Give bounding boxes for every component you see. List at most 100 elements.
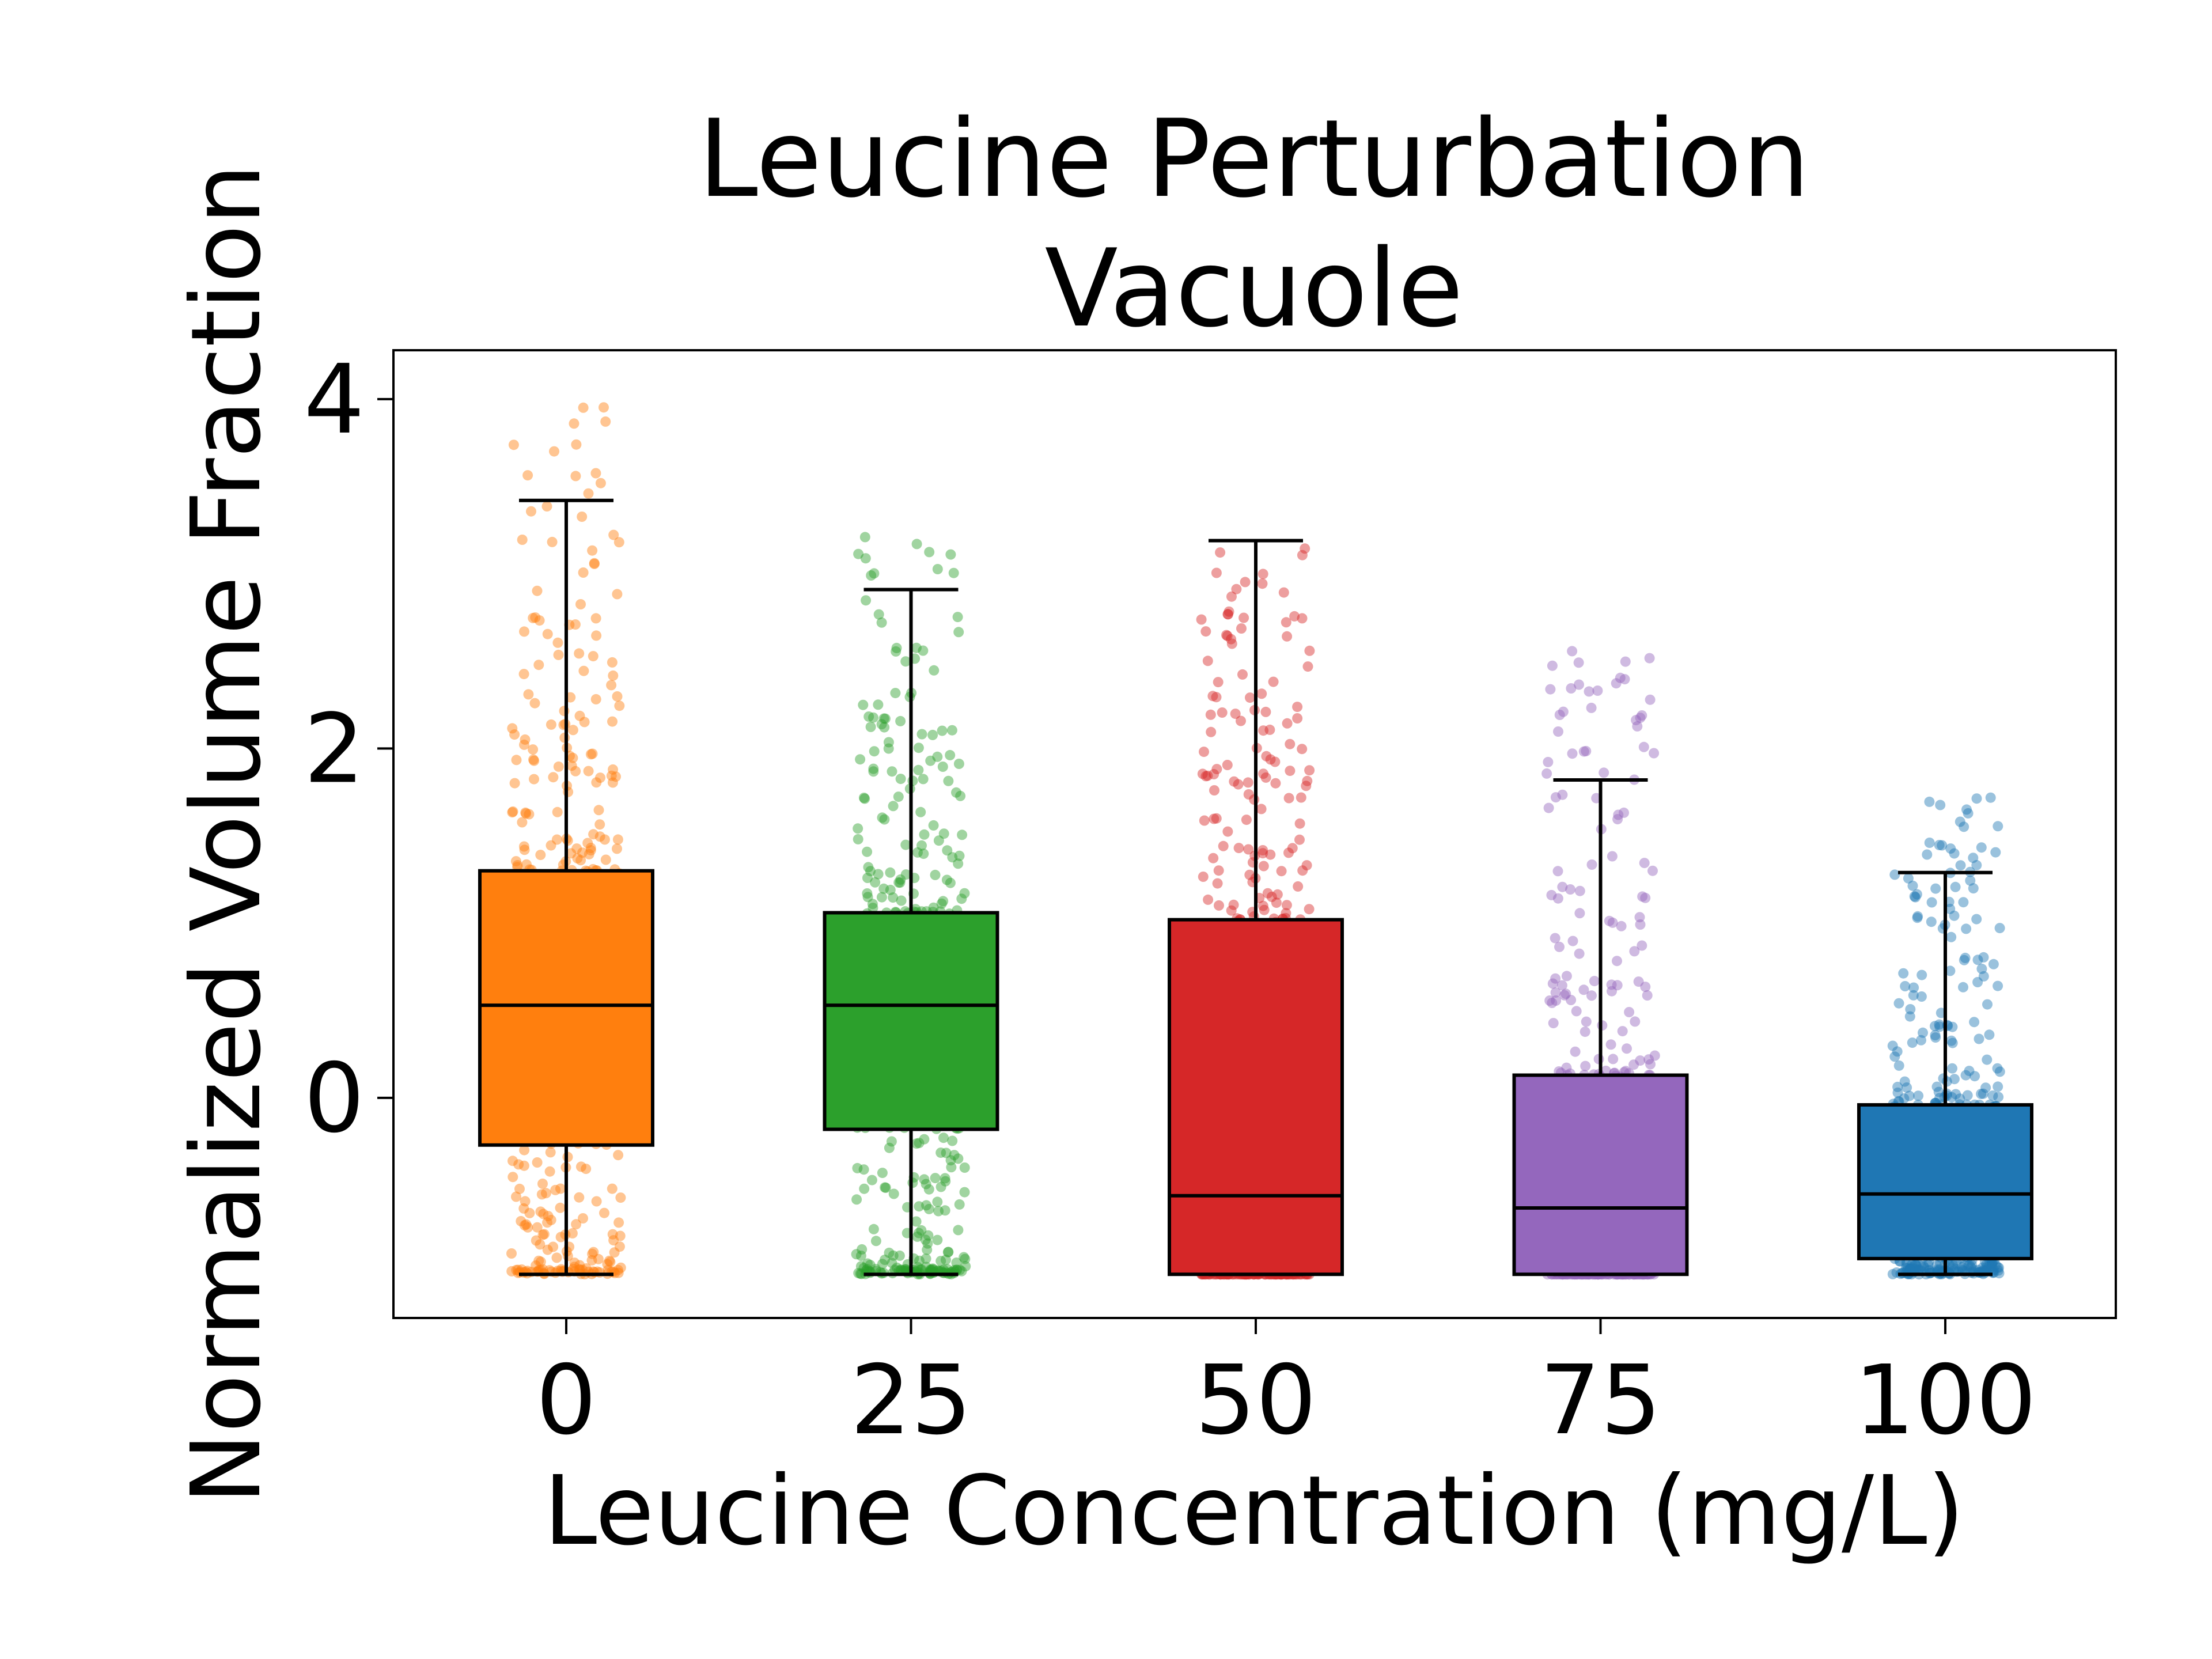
data-point [1969,1017,1980,1028]
data-point [543,1211,554,1222]
data-point [1629,946,1640,957]
data-point [877,1168,888,1179]
data-point [1218,840,1229,851]
data-point [953,1225,964,1236]
data-point [1287,843,1298,854]
data-point [600,854,611,865]
data-point [1887,1040,1898,1051]
data-point [1616,921,1627,931]
y-tick-label: 0 [304,1043,365,1154]
data-point [1982,999,1993,1010]
data-point [553,761,564,772]
data-point [859,1183,870,1194]
data-point [1285,766,1296,777]
data-point [1580,1027,1590,1037]
data-point [1934,1021,1945,1032]
data-point [611,771,621,782]
data-point [1560,988,1571,999]
data-point [1243,789,1254,800]
data-point [537,1229,548,1240]
data-point [1931,1260,1942,1271]
data-point [1605,1039,1616,1050]
data-point [1203,894,1214,905]
data-point [929,665,940,676]
data-point [911,1138,922,1149]
data-point [552,637,563,648]
data-point [1578,984,1589,995]
data-point [1261,751,1272,762]
data-point [861,595,872,606]
data-point [1556,980,1567,991]
data-point [1226,905,1237,916]
data-point [856,1268,867,1279]
data-point [955,790,966,801]
data-point [1283,847,1294,858]
data-point [957,830,968,840]
data-point [520,807,531,818]
data-point [1908,990,1919,1001]
data-point [1589,976,1600,987]
data-point [1978,971,1989,982]
data-point [880,1182,891,1193]
data-point [511,755,522,766]
data-point [1552,866,1563,877]
data-point [953,759,964,769]
data-point [1260,706,1271,717]
data-point [555,1232,566,1243]
data-point [509,729,520,740]
data-point [914,1255,925,1266]
data-point [1993,821,2003,832]
data-point [1914,1264,1925,1275]
data-point [890,688,901,699]
data-point [1639,858,1650,869]
data-point [912,1262,923,1272]
data-point [1910,1258,1921,1269]
data-point [570,766,581,777]
data-point [952,612,963,623]
data-point [938,896,949,907]
data-point [519,739,529,750]
data-point [866,570,877,581]
data-point [1900,1262,1911,1273]
data-point [1543,756,1554,767]
data-point [1558,706,1569,717]
data-point [1993,1092,2004,1103]
data-point [925,755,936,766]
data-point [862,888,873,899]
data-point [1637,940,1647,951]
data-point [942,1247,953,1257]
data-point [1900,981,1911,991]
data-point [1937,840,1948,851]
data-point [509,778,520,789]
data-point [959,1252,969,1263]
data-point [577,847,588,858]
data-point [1911,1260,1922,1271]
data-point [588,1247,599,1257]
y-axis-label: Normalized Volume Fraction [171,164,282,1505]
data-point [1613,809,1624,820]
data-point [1224,606,1234,617]
data-point [1907,1259,1918,1270]
data-point [1272,889,1283,900]
data-point [1987,1090,1998,1101]
data-point [853,1268,864,1279]
data-point [862,892,873,903]
data-point [893,877,904,888]
data-point [923,1230,934,1241]
data-point [886,1136,897,1147]
data-point [614,700,625,711]
data-point [1278,587,1289,598]
data-point [1903,873,1914,884]
data-point [1586,859,1597,870]
data-point [574,1264,585,1275]
data-point [1981,1262,1992,1272]
chart-title-line-2: Vacuole [1045,226,1464,351]
data-point [868,712,878,723]
data-point [1622,1043,1632,1054]
data-point [1297,865,1308,876]
data-point [1205,709,1216,720]
data-point [1574,908,1585,919]
data-point [1612,980,1623,991]
data-point [1889,1051,1900,1062]
data-point [1902,1082,1912,1093]
